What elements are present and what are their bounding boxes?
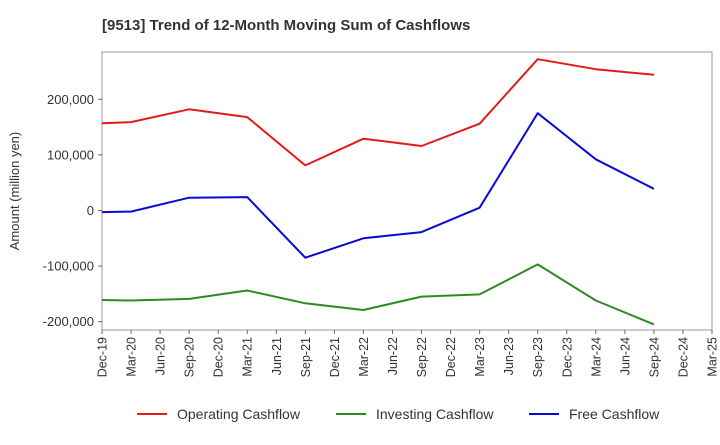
y-tick-label: -200,000 xyxy=(43,314,94,329)
legend-label: Free Cashflow xyxy=(569,406,660,422)
x-tick-label: Mar-25 xyxy=(706,337,720,377)
y-tick-label: -100,000 xyxy=(43,259,94,274)
y-tick-label: 100,000 xyxy=(47,147,94,162)
y-tick-label: 200,000 xyxy=(47,92,94,107)
series-line-investing-cashflow xyxy=(101,263,655,326)
x-tick-label: Dec-21 xyxy=(328,337,342,377)
x-tick-label: Mar-24 xyxy=(589,337,603,377)
series-line-free-cashflow xyxy=(101,112,655,259)
x-tick-label: Mar-22 xyxy=(357,337,371,377)
x-tick-label: Jun-21 xyxy=(270,337,284,375)
x-tick-label: Dec-20 xyxy=(212,337,226,377)
plot-area xyxy=(101,51,713,331)
x-tick-label: Sep-20 xyxy=(183,337,197,377)
x-tick-label: Jun-23 xyxy=(502,337,516,375)
y-axis: -200,000 -100,000 0 100,000 200,000 xyxy=(43,92,102,329)
x-tick-label: Dec-22 xyxy=(444,337,458,377)
series-line-operating-cashflow xyxy=(101,58,654,167)
chart-title: [9513] Trend of 12-Month Moving Sum of C… xyxy=(102,17,470,34)
legend: Operating Cashflow Investing Cashflow Free… xyxy=(137,406,660,422)
x-tick-label: Mar-23 xyxy=(473,337,487,377)
x-tick-label: Jun-22 xyxy=(386,337,400,375)
x-tick-label: Mar-21 xyxy=(241,337,255,377)
x-tick-label: Sep-22 xyxy=(415,337,429,377)
x-tick-label: Sep-24 xyxy=(647,337,661,377)
x-tick-label: Sep-21 xyxy=(299,337,313,377)
plot-frame xyxy=(101,51,713,331)
legend-label: Operating Cashflow xyxy=(177,406,301,422)
x-tick-label: Dec-19 xyxy=(96,337,110,377)
x-axis: Dec-19 Mar-20 Jun-20 Sep-20 Dec-20 Mar-21 Jun-… xyxy=(96,330,720,377)
x-tick-label: Mar-20 xyxy=(125,337,139,377)
x-tick-label: Jun-24 xyxy=(618,337,632,375)
y-axis-label: Amount (million yen) xyxy=(7,132,22,251)
legend-label: Investing Cashflow xyxy=(376,406,494,422)
x-tick-label: Dec-24 xyxy=(676,337,690,377)
x-tick-label: Jun-20 xyxy=(154,337,168,375)
x-tick-label: Dec-23 xyxy=(560,337,574,377)
x-tick-label: Sep-23 xyxy=(531,337,545,377)
series-lines xyxy=(101,58,655,326)
y-tick-label: 0 xyxy=(87,203,94,218)
